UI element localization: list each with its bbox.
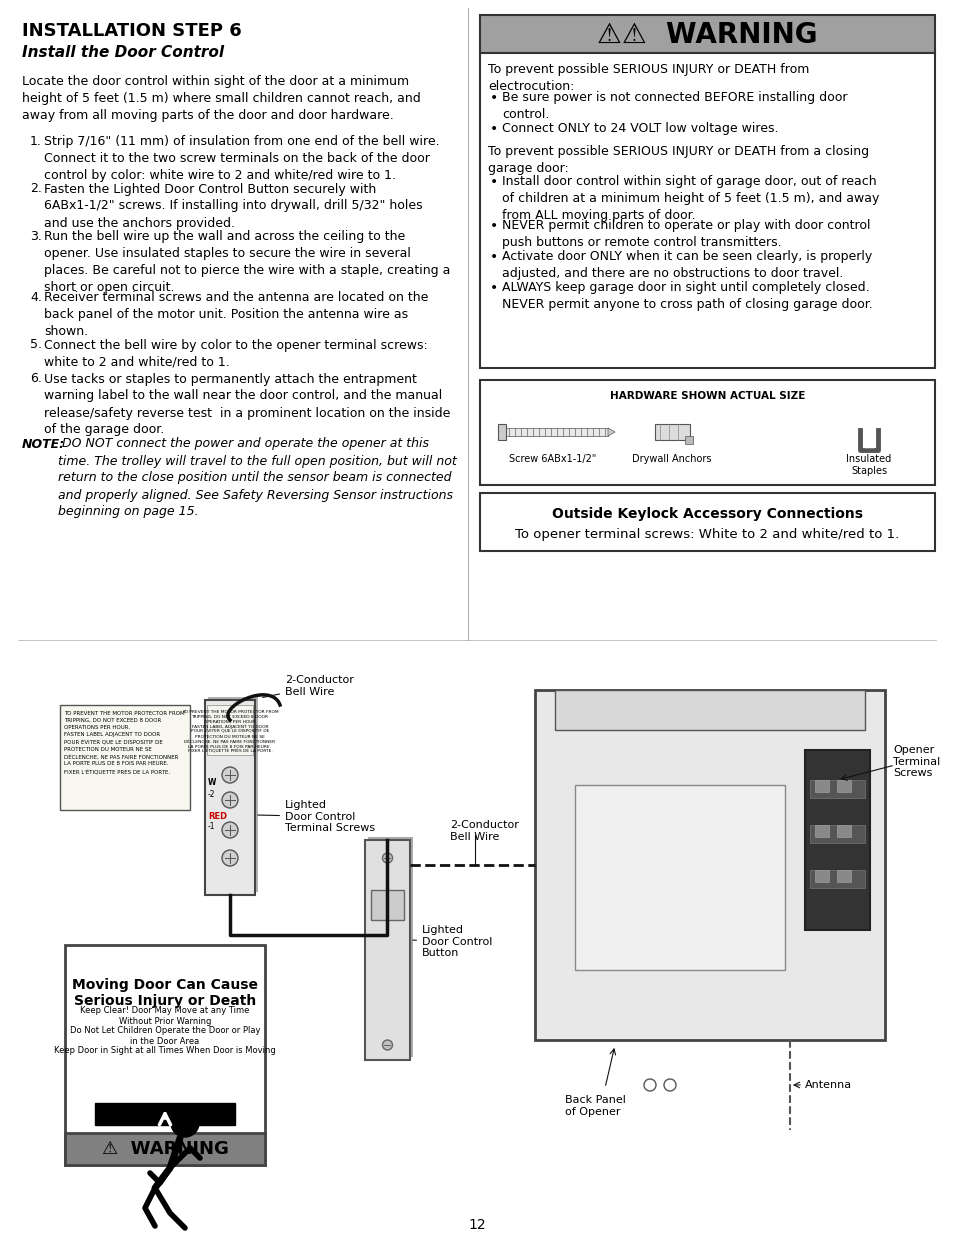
Bar xyxy=(836,869,850,882)
Circle shape xyxy=(222,850,237,866)
Bar xyxy=(371,890,403,920)
Bar xyxy=(497,424,505,440)
Text: •: • xyxy=(490,282,497,295)
Text: 1.: 1. xyxy=(30,135,42,148)
Circle shape xyxy=(171,1109,199,1137)
Bar xyxy=(65,945,265,1165)
Text: Use tacks or staples to permanently attach the entrapment
warning label to the w: Use tacks or staples to permanently atta… xyxy=(44,373,450,436)
Text: Do Not Let Children Operate the Door or Play
in the Door Area: Do Not Let Children Operate the Door or … xyxy=(70,1026,260,1046)
Text: Fasten the Lighted Door Control Button securely with
6ABx1-1/2" screws. If insta: Fasten the Lighted Door Control Button s… xyxy=(44,183,422,230)
Text: 2-Conductor
Bell Wire: 2-Conductor Bell Wire xyxy=(450,820,518,841)
Bar xyxy=(575,785,784,969)
Bar xyxy=(814,825,828,837)
Text: Strip 7/16" (11 mm) of insulation from one end of the bell wire.
Connect it to t: Strip 7/16" (11 mm) of insulation from o… xyxy=(44,135,439,182)
Bar xyxy=(555,690,864,730)
Text: -2: -2 xyxy=(208,790,215,799)
Circle shape xyxy=(382,853,392,863)
Text: ⚠⚠  WARNING: ⚠⚠ WARNING xyxy=(597,21,817,49)
Text: Keep Door in Sight at all Times When Door is Moving: Keep Door in Sight at all Times When Doo… xyxy=(54,1046,275,1055)
Bar xyxy=(479,493,934,551)
Text: HARDWARE SHOWN ACTUAL SIZE: HARDWARE SHOWN ACTUAL SIZE xyxy=(609,391,804,401)
Text: 12: 12 xyxy=(468,1218,485,1233)
Bar xyxy=(684,436,692,445)
Text: Run the bell wire up the wall and across the ceiling to the
opener. Use insulate: Run the bell wire up the wall and across… xyxy=(44,230,450,294)
Bar xyxy=(809,825,864,844)
Text: Insulated
Staples: Insulated Staples xyxy=(845,454,891,475)
Text: Lighted
Door Control
Terminal Screws: Lighted Door Control Terminal Screws xyxy=(257,800,375,834)
Circle shape xyxy=(382,1040,392,1050)
Text: •: • xyxy=(490,249,497,264)
Text: DO NOT connect the power and operate the opener at this
time. The trolley will t: DO NOT connect the power and operate the… xyxy=(58,437,456,519)
Text: -1: -1 xyxy=(208,823,215,831)
Bar xyxy=(479,15,934,53)
Text: RED: RED xyxy=(208,811,227,821)
Text: Keep Clear! Door May Move at any Time
Without Prior Warning: Keep Clear! Door May Move at any Time Wi… xyxy=(80,1007,250,1026)
Bar xyxy=(497,429,607,436)
Text: ALWAYS keep garage door in sight until completely closed.
NEVER permit anyone to: ALWAYS keep garage door in sight until c… xyxy=(501,282,872,311)
Text: •: • xyxy=(490,175,497,189)
Text: NEVER permit children to operate or play with door control
push buttons or remot: NEVER permit children to operate or play… xyxy=(501,219,869,249)
Text: INSTALLATION STEP 6: INSTALLATION STEP 6 xyxy=(22,22,241,40)
Text: Lighted
Door Control
Button: Lighted Door Control Button xyxy=(413,925,492,958)
Bar xyxy=(60,705,190,810)
Bar xyxy=(95,1103,234,1125)
Bar xyxy=(836,825,850,837)
Bar xyxy=(535,690,884,1040)
Text: Receiver terminal screws and the antenna are located on the
back panel of the mo: Receiver terminal screws and the antenna… xyxy=(44,291,428,338)
Text: Drywall Anchors: Drywall Anchors xyxy=(632,454,711,464)
Text: ⚠  WARNING: ⚠ WARNING xyxy=(101,1140,228,1158)
Text: Outside Keylock Accessory Connections: Outside Keylock Accessory Connections xyxy=(552,508,862,521)
Text: 2-Conductor
Bell Wire: 2-Conductor Bell Wire xyxy=(262,676,354,698)
Text: Be sure power is not connected BEFORE installing door
control.: Be sure power is not connected BEFORE in… xyxy=(501,91,846,121)
Text: Install the Door Control: Install the Door Control xyxy=(22,44,224,61)
Polygon shape xyxy=(607,429,615,436)
Text: Back Panel
of Opener: Back Panel of Opener xyxy=(564,1095,625,1116)
Text: 5.: 5. xyxy=(30,338,42,352)
Bar xyxy=(809,781,864,798)
Text: To prevent possible SERIOUS INJURY or DEATH from a closing
garage door:: To prevent possible SERIOUS INJURY or DE… xyxy=(488,144,868,175)
Bar xyxy=(814,781,828,792)
Text: •: • xyxy=(490,219,497,233)
Text: To opener terminal screws: White to 2 and white/red to 1.: To opener terminal screws: White to 2 an… xyxy=(515,529,899,541)
Bar xyxy=(208,697,257,892)
Bar xyxy=(205,700,254,895)
Bar xyxy=(814,869,828,882)
Text: Connect the bell wire by color to the opener terminal screws:
white to 2 and whi: Connect the bell wire by color to the op… xyxy=(44,338,427,368)
Text: 6.: 6. xyxy=(30,373,42,385)
Text: Opener
Terminal
Screws: Opener Terminal Screws xyxy=(892,745,940,778)
Bar xyxy=(836,781,850,792)
Text: Install door control within sight of garage door, out of reach
of children at a : Install door control within sight of gar… xyxy=(501,175,879,222)
Circle shape xyxy=(222,767,237,783)
Bar xyxy=(65,1132,265,1165)
Text: •: • xyxy=(490,91,497,105)
Bar xyxy=(809,869,864,888)
Circle shape xyxy=(222,823,237,839)
Bar xyxy=(804,750,869,930)
Circle shape xyxy=(643,1079,656,1091)
Bar xyxy=(368,837,413,1057)
Bar xyxy=(655,424,689,440)
Text: To prevent possible SERIOUS INJURY or DEATH from
electrocution:: To prevent possible SERIOUS INJURY or DE… xyxy=(488,63,808,93)
Text: 3.: 3. xyxy=(30,230,42,243)
Text: NOTE:: NOTE: xyxy=(22,437,65,451)
Circle shape xyxy=(663,1079,676,1091)
Text: Screw 6ABx1-1/2": Screw 6ABx1-1/2" xyxy=(509,454,596,464)
Text: Connect ONLY to 24 VOLT low voltage wires.: Connect ONLY to 24 VOLT low voltage wire… xyxy=(501,122,778,135)
Bar xyxy=(479,53,934,368)
Text: TO PREVENT THE MOTOR PROTECTOR FROM
TRIPPING, DO NOT EXCEED 8 DOOR
OPERATIONS PE: TO PREVENT THE MOTOR PROTECTOR FROM TRIP… xyxy=(64,711,185,774)
Text: 4.: 4. xyxy=(30,291,42,304)
Text: •: • xyxy=(490,122,497,136)
Bar xyxy=(365,840,410,1060)
Bar xyxy=(479,380,934,485)
Text: TO PREVENT THE MOTOR PROTECTOR FROM
TRIPPING, DO NOT EXCEED 8 DOOR
OPERATIONS PE: TO PREVENT THE MOTOR PROTECTOR FROM TRIP… xyxy=(181,710,278,753)
Text: W: W xyxy=(208,778,216,787)
Bar xyxy=(207,705,253,755)
Text: 2.: 2. xyxy=(30,183,42,195)
Circle shape xyxy=(222,792,237,808)
Text: Activate door ONLY when it can be seen clearly, is properly
adjusted, and there : Activate door ONLY when it can be seen c… xyxy=(501,249,871,280)
Text: Locate the door control within sight of the door at a minimum
height of 5 feet (: Locate the door control within sight of … xyxy=(22,75,420,122)
Text: Moving Door Can Cause
Serious Injury or Death: Moving Door Can Cause Serious Injury or … xyxy=(71,978,257,1008)
Text: Antenna: Antenna xyxy=(804,1079,851,1091)
